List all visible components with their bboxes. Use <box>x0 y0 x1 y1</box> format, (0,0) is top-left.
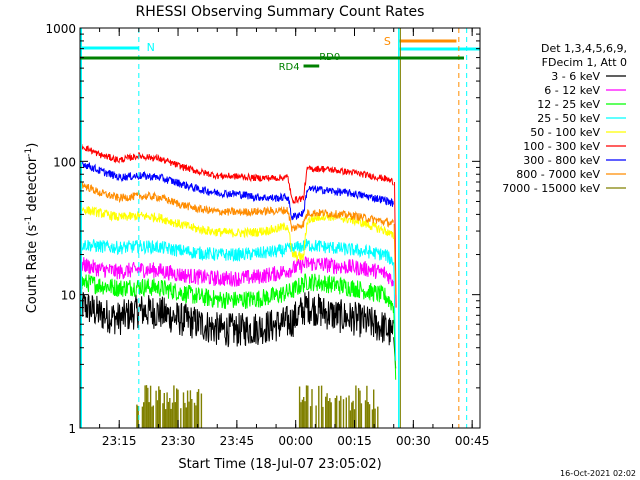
x-tick-label: 00:30 <box>396 434 431 448</box>
x-tick-label: 00:45 <box>455 434 490 448</box>
flag-n-label: N <box>147 41 155 54</box>
x-tick-label: 23:15 <box>102 434 137 448</box>
y-axis-label-main: Count Rate (s <box>25 225 40 314</box>
x-tick-label: 23:30 <box>161 434 196 448</box>
legend-label: 7000 - 15000 keV <box>502 182 600 195</box>
x-axis-label: Start Time (18-Jul-07 23:05:02) <box>178 457 381 472</box>
series-line <box>79 256 394 287</box>
x-tick-label: 23:45 <box>220 434 255 448</box>
legend-label: 12 - 25 keV <box>537 98 600 111</box>
series-line <box>79 142 394 205</box>
overlay-layer: N S RD0 RD4 <box>80 28 480 428</box>
series-drop <box>393 262 397 361</box>
chart-title: RHESSI Observing Summary Count Rates <box>136 4 425 20</box>
legend-label: 50 - 100 keV <box>530 126 600 139</box>
legend-label: 6 - 12 keV <box>544 84 600 97</box>
legend-header-2: FDecim 1, Att 0 <box>542 56 627 69</box>
y-tick-label: 10 <box>61 289 76 303</box>
legend-label: 300 - 800 keV <box>523 154 600 167</box>
x-tick-label: 00:15 <box>337 434 372 448</box>
legend: Det 1,3,4,5,6,9, FDecim 1, Att 0 3 - 6 k… <box>502 42 627 195</box>
series-line <box>79 273 394 314</box>
series-drop <box>393 306 397 380</box>
legend-label: 800 - 7000 keV <box>516 168 600 181</box>
rd4-label: RD4 <box>279 62 300 73</box>
y-tick-label: 1 <box>68 422 76 436</box>
plot-frame <box>79 27 481 429</box>
series-drop <box>393 223 397 295</box>
series-line <box>79 238 394 266</box>
y-tick-label: 100 <box>53 155 76 169</box>
rd0-label: RD0 <box>319 52 340 63</box>
series-line <box>79 287 394 348</box>
axis-layer: 23:15 23:30 23:45 00:00 00:15 00:30 00:45 1 10 10… <box>45 22 489 448</box>
y-axis-label-sup1: -1 <box>24 216 34 225</box>
series-line <box>79 181 394 232</box>
series-line <box>79 206 394 263</box>
y-axis-label-end: ) <box>25 143 40 148</box>
legend-header-1: Det 1,3,4,5,6,9, <box>541 42 627 55</box>
plot-timestamp: 16-Oct-2021 02:02 <box>560 469 636 478</box>
y-axis-label-sup2: -1 <box>24 148 34 157</box>
flag-s-label: S <box>384 35 391 48</box>
y-axis-label-mid: detector <box>25 156 40 216</box>
x-tick-label: 00:00 <box>278 434 313 448</box>
y-axis-label: Count Rate (s-1 detector-1) <box>24 143 40 314</box>
series-line <box>79 158 394 221</box>
legend-label: 100 - 300 keV <box>523 140 600 153</box>
legend-label: 3 - 6 keV <box>551 70 600 83</box>
legend-label: 25 - 50 keV <box>537 112 600 125</box>
series-layer <box>79 142 397 428</box>
y-tick-label: 1000 <box>45 22 76 36</box>
